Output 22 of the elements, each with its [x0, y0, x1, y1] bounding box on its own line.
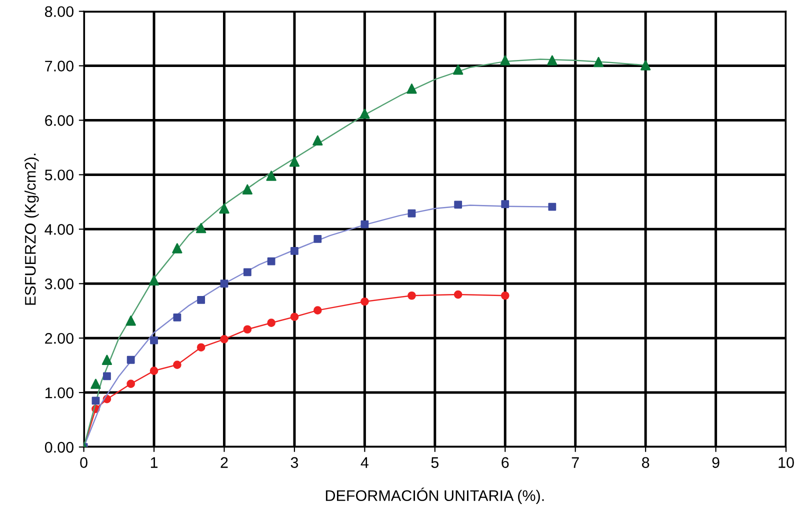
x-tick-label: 3 [290, 457, 298, 468]
x-tick-label: 0 [80, 457, 88, 468]
x-tick-label: 6 [502, 457, 509, 468]
y-tick-label: 3.00 [44, 278, 74, 290]
y-tick-label: 4.00 [44, 224, 74, 235]
y-tick-label: 1.00 [46, 387, 74, 398]
x-axis-title: DEFORMACIÓN UNITARIA (%). [326, 488, 544, 504]
x-tick-label: 10 [778, 457, 794, 468]
y-axis-title: ESFUERZO (Kg/cm2). [24, 154, 39, 305]
x-tick-label: 9 [712, 457, 720, 468]
y-tick-label: 6.00 [45, 115, 74, 126]
y-tick-label: 7.00 [45, 60, 74, 72]
x-tick-label: 4 [360, 457, 368, 468]
x-tick-label: 1 [150, 457, 158, 468]
y-tick-label: 5.00 [44, 170, 74, 180]
x-tick-label: 2 [220, 457, 228, 468]
y-tick-label: 0.00 [44, 442, 74, 453]
y-tick-label: 8.00 [45, 6, 74, 18]
y-tick-label: 2.00 [45, 332, 74, 344]
x-tick-label: 5 [431, 457, 439, 468]
x-tick-label: 8 [642, 457, 650, 468]
x-tick-label: 7 [572, 457, 579, 468]
